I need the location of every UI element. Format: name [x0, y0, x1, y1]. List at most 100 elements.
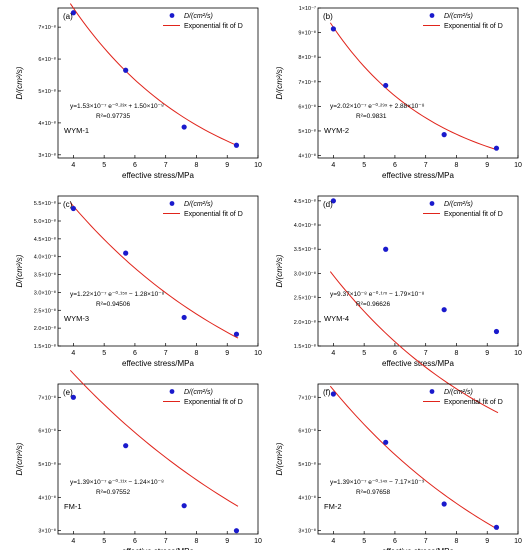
- legend-label-points: D/(cm²/s): [444, 201, 473, 208]
- data-point: [441, 307, 447, 313]
- data-point: [441, 132, 447, 138]
- fit-equation: y=9.37×10⁻⁸ e⁻⁰·¹⁷ˣ − 1.79×10⁻⁸: [330, 290, 425, 298]
- y-tick-label: 3.0×10⁻⁸: [34, 289, 56, 296]
- x-tick-label: 10: [514, 162, 522, 169]
- panel-label: (d): [323, 200, 333, 209]
- x-tick-label: 4: [331, 162, 335, 169]
- data-point: [330, 26, 336, 32]
- data-point: [181, 503, 187, 509]
- fit-r-squared: R²=0.97552: [96, 489, 131, 496]
- y-tick-label: 7×10⁻⁸: [38, 24, 56, 31]
- data-point: [330, 198, 336, 204]
- panel-wym-1: 4 5 6 7 8 9 10 3×10⁻⁸ 4×10⁻⁸ 5×10⁻⁸ 6×10⁻⁸ 7×10⁻⁸ ef…: [15, 3, 262, 180]
- plot-frame: [317, 7, 519, 159]
- y-tick-label: 4.5×10⁻⁸: [294, 198, 316, 205]
- y-tick-label: 4.0×10⁻⁸: [294, 222, 316, 229]
- y-tick-label: 1.5×10⁻⁸: [294, 343, 316, 350]
- legend-marker-points: [429, 389, 435, 394]
- x-tick-label: 8: [455, 162, 459, 169]
- data-point: [70, 205, 76, 212]
- y-tick-label: 5×10⁻⁸: [38, 88, 56, 95]
- panel-label: (c): [63, 200, 73, 209]
- x-tick-label: 6: [393, 350, 397, 357]
- fit-curve: [329, 22, 499, 151]
- data-point: [123, 250, 129, 256]
- y-axis-label: D/(cm²/s): [15, 254, 24, 287]
- plot-frame: [317, 195, 519, 347]
- legend-marker-points: [169, 13, 175, 18]
- fit-curve: [69, 202, 239, 339]
- legend-label-points: D/(cm²/s): [184, 201, 213, 208]
- plot-frame: [317, 383, 519, 535]
- data-point: [383, 82, 389, 89]
- plot-frame: [57, 7, 259, 159]
- y-tick-label: 3.5×10⁻⁸: [34, 272, 56, 279]
- panel-label: (f): [323, 388, 331, 397]
- x-tick-label: 9: [485, 538, 489, 545]
- sample-label: FM-2: [324, 502, 342, 511]
- x-axis-label: effective stress/MPa: [382, 547, 454, 550]
- legend-label-fit: Exponential fit of D: [184, 399, 243, 406]
- data-point: [493, 328, 500, 335]
- legend-label-points: D/(cm²/s): [184, 389, 213, 396]
- y-tick-label: 7×10⁻⁸: [298, 394, 316, 401]
- fit-equation: y=1.53×10⁻⁷ e⁻⁰·²³ˣ + 1.50×10⁻⁸: [70, 102, 164, 110]
- x-tick-label: 5: [102, 162, 106, 169]
- y-tick-label: 4×10⁻⁸: [38, 120, 56, 127]
- y-axis-label: D/(cm²/s): [15, 66, 24, 99]
- x-tick-label: 8: [195, 538, 199, 545]
- y-tick-label: 3.5×10⁻⁸: [294, 246, 316, 253]
- x-tick-label: 7: [424, 350, 428, 357]
- y-tick-label: 4×10⁻⁸: [38, 494, 56, 501]
- x-tick-label: 6: [133, 350, 137, 357]
- legend-marker-points: [169, 389, 175, 394]
- x-tick-label: 10: [254, 350, 262, 357]
- y-tick-label: 3.0×10⁻⁸: [294, 270, 316, 277]
- y-tick-label: 5.5×10⁻⁸: [34, 200, 56, 207]
- y-tick-label: 3×10⁻⁸: [38, 152, 56, 159]
- panel-fm-2: 4 5 6 7 8 9 10 3×10⁻⁸ 4×10⁻⁸ 5×10⁻⁸ 6×10⁻⁸ 7×10⁻⁸ ef…: [275, 383, 522, 550]
- y-tick-label: 7×10⁻⁸: [298, 79, 316, 86]
- x-tick-label: 10: [514, 538, 522, 545]
- x-tick-label: 10: [514, 350, 522, 357]
- x-axis-label: effective stress/MPa: [382, 359, 454, 368]
- legend-label-fit: Exponential fit of D: [184, 211, 243, 218]
- fit-r-squared: R²=0.96626: [356, 301, 391, 308]
- fit-equation: y=1.39×10⁻⁷ e⁻⁰·¹¹ˣ − 1.24×10⁻⁸: [70, 478, 164, 486]
- x-axis-label: effective stress/MPa: [122, 547, 194, 550]
- legend-label-points: D/(cm²/s): [444, 389, 473, 396]
- y-tick-label: 9×10⁻⁸: [298, 30, 316, 37]
- y-tick-label: 4×10⁻⁸: [298, 153, 316, 160]
- x-tick-label: 8: [195, 162, 199, 169]
- fit-equation: y=1.22×10⁻⁷ e⁻⁰·¹⁵ˣ − 1.28×10⁻⁸: [70, 290, 165, 298]
- x-tick-label: 6: [133, 538, 137, 545]
- x-tick-label: 5: [362, 538, 366, 545]
- x-axis-label: effective stress/MPa: [122, 171, 194, 180]
- x-tick-label: 5: [362, 350, 366, 357]
- y-tick-label: 7×10⁻⁸: [38, 394, 56, 401]
- x-tick-label: 9: [225, 538, 229, 545]
- y-tick-label: 1×10⁻⁷: [299, 5, 316, 12]
- data-point: [493, 145, 500, 151]
- sample-label: FM-1: [64, 502, 82, 511]
- y-axis-label: D/(cm²/s): [275, 66, 284, 99]
- y-tick-label: 6×10⁻⁸: [298, 428, 316, 435]
- x-tick-label: 5: [102, 350, 106, 357]
- y-tick-label: 4.0×10⁻⁸: [34, 254, 56, 261]
- y-tick-label: 4×10⁻⁸: [298, 494, 316, 501]
- x-tick-label: 7: [424, 162, 428, 169]
- y-tick-label: 4.5×10⁻⁸: [34, 236, 56, 243]
- fit-curve: [329, 385, 499, 530]
- data-point: [493, 524, 500, 530]
- x-tick-label: 9: [485, 162, 489, 169]
- y-tick-label: 2.5×10⁻⁸: [34, 307, 56, 314]
- fit-r-squared: R²=0.9831: [356, 113, 387, 120]
- panel-wym-2: 4 5 6 7 8 9 10 4×10⁻⁸ 5×10⁻⁸ 6×10⁻⁸ 7×10⁻⁸ 8×10⁻⁸ 9×…: [275, 5, 522, 180]
- fit-r-squared: R²=0.97658: [356, 489, 391, 496]
- plot-frame: [57, 383, 259, 535]
- sample-label: WYM-3: [64, 314, 89, 323]
- y-axis-label: D/(cm²/s): [275, 442, 284, 475]
- x-tick-label: 4: [71, 538, 75, 545]
- x-tick-label: 4: [331, 350, 335, 357]
